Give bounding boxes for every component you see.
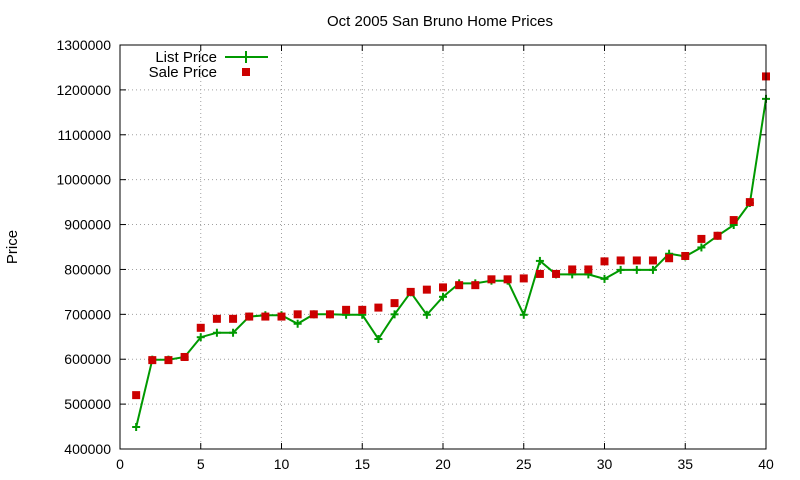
list-price-point [439, 292, 447, 301]
list-price-point [616, 265, 625, 274]
sale-price-point [164, 356, 173, 365]
sale-price-point [422, 285, 431, 294]
x-tick-label: 20 [435, 456, 451, 472]
sale-price-point [600, 257, 609, 266]
sale-price-point [535, 269, 544, 278]
series-line-list-price [135, 98, 767, 428]
sale-price-point [439, 283, 447, 292]
sale-price-point [713, 231, 722, 240]
sale-price-point [132, 391, 141, 400]
sale-price-point [180, 352, 189, 361]
sale-price-point [277, 312, 286, 321]
x-tick-label: 5 [197, 456, 205, 472]
y-tick-label: 1000000 [56, 172, 111, 188]
list-price-point [600, 274, 609, 283]
list-price-point [229, 328, 238, 337]
sale-price-point [309, 310, 318, 319]
sale-price-point [487, 275, 496, 284]
list-price-point [697, 243, 706, 252]
sale-price-point [519, 274, 528, 283]
y-tick-label: 700000 [64, 306, 111, 322]
legend-marker-sale-price [242, 68, 250, 76]
sale-price-point [358, 305, 367, 314]
list-price-point [535, 256, 544, 265]
x-tick-label: 15 [354, 456, 370, 472]
list-price-point [648, 265, 657, 274]
list-price-point [212, 328, 221, 337]
y-tick-label: 400000 [64, 441, 111, 457]
sale-price-point [245, 312, 254, 321]
y-tick-label: 600000 [64, 351, 111, 367]
legend: List Price Sale Price [149, 49, 268, 81]
y-tick-label: 1100000 [58, 127, 112, 143]
sale-price-point [293, 310, 302, 319]
x-tick-label: 40 [758, 456, 774, 472]
y-tick-label: 500000 [64, 396, 111, 412]
x-tick-label: 10 [274, 456, 290, 472]
grid-layer [120, 45, 766, 449]
sale-price-point [342, 305, 351, 314]
list-price-point [374, 335, 383, 344]
sale-price-point [503, 275, 512, 284]
sale-price-point [406, 287, 415, 296]
sale-price-point [471, 281, 480, 290]
sale-price-point [681, 251, 690, 260]
list-price-point [519, 310, 528, 319]
sale-price-point [229, 314, 238, 323]
y-axis-label: Price [4, 230, 21, 264]
x-tick-label: 35 [677, 456, 693, 472]
list-price-point [632, 265, 641, 274]
x-tick-label: 30 [597, 456, 613, 472]
sale-price-point [745, 198, 754, 207]
y-tick-label: 900000 [64, 217, 111, 233]
sale-price-point [455, 281, 464, 290]
sale-price-point [697, 234, 706, 243]
list-price-point [132, 423, 141, 432]
sale-price-point [584, 265, 593, 274]
sale-price-point [665, 254, 674, 263]
sale-price-point [552, 269, 561, 278]
x-tick-label: 0 [116, 456, 124, 472]
sale-price-point [390, 299, 399, 308]
y-tick-label: 1200000 [56, 82, 111, 98]
x-tick-label: 25 [516, 456, 532, 472]
sale-price-point [212, 314, 221, 323]
sale-price-point [325, 310, 334, 319]
series-layer [132, 72, 770, 432]
plot-frame [119, 44, 767, 450]
legend-label-list-price: List Price [155, 49, 217, 66]
list-price-point [422, 310, 431, 319]
y-tick-label: 800000 [64, 261, 111, 277]
sale-price-point [632, 256, 641, 265]
sale-price-point [374, 303, 383, 312]
sale-price-point [261, 312, 270, 321]
tick-layer: 400000 500000 600000 700000 800000 900000 1000… [56, 37, 774, 472]
sale-price-point [568, 265, 577, 274]
legend-marker-list-price [240, 51, 252, 63]
list-price-point [390, 310, 399, 319]
list-price-point [293, 319, 302, 328]
legend-label-sale-price: Sale Price [149, 64, 217, 81]
sale-price-point [616, 256, 625, 265]
sale-price-point [729, 216, 738, 225]
list-price-point [196, 333, 205, 342]
y-tick-label: 1300000 [56, 37, 111, 53]
chart-title: Oct 2005 San Bruno Home Prices [327, 13, 553, 30]
sale-price-point [648, 256, 657, 265]
sale-price-point [148, 356, 157, 365]
sale-price-point [196, 323, 205, 332]
